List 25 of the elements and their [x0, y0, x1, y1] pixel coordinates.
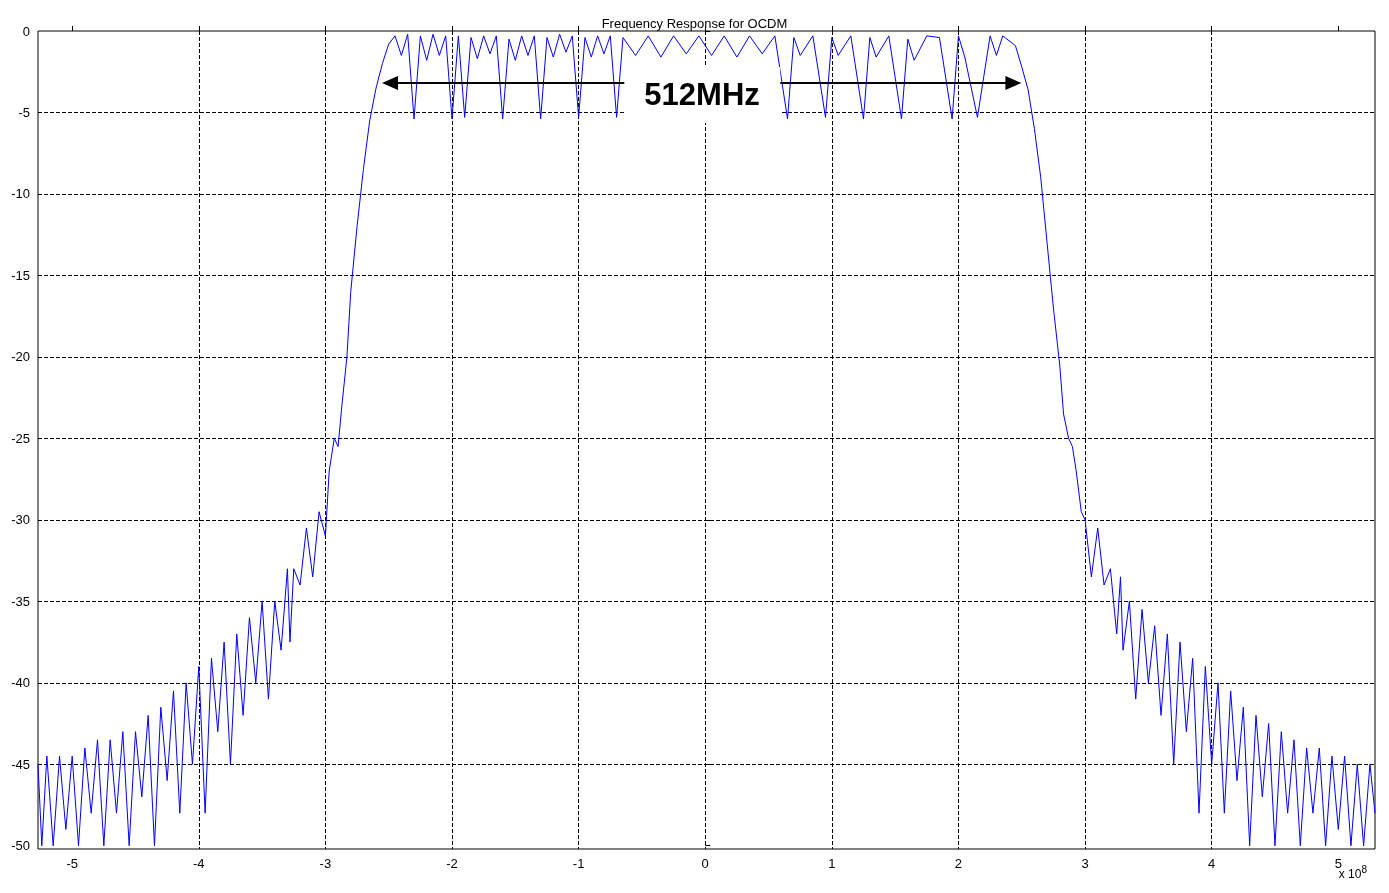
x-tick-label: -2: [446, 856, 458, 871]
y-tick-label: -15: [11, 267, 30, 283]
line-series: [37, 33, 1376, 847]
y-tick-label: -40: [11, 675, 30, 691]
y-tick-label: -50: [11, 838, 30, 854]
y-tick-label: -35: [11, 593, 30, 609]
x-tick-label: 4: [1208, 856, 1216, 871]
x-tick-label: -3: [319, 856, 332, 871]
x-tick-label: -4: [193, 856, 205, 871]
y-tick-label: -25: [11, 430, 30, 446]
y-tick-label: -20: [11, 349, 30, 365]
x-tick-label: 3: [1081, 856, 1089, 871]
y-tick-label: -45: [11, 756, 30, 772]
x-tick-label: 5: [1334, 856, 1342, 871]
x-tick-label: 2: [954, 856, 963, 871]
x-tick-label: -1: [572, 856, 585, 871]
x-tick-label: -5: [66, 856, 78, 871]
x-tick-label: 1: [828, 856, 836, 871]
chart-title: Frequency Response for OCDM: [601, 16, 788, 31]
y-tick-label: -10: [11, 186, 30, 202]
y-tick-label: 0: [22, 23, 30, 39]
y-tick-label: -30: [11, 512, 30, 528]
annotation: 512MHz: [624, 67, 780, 123]
x-tick-label: 0: [701, 856, 709, 871]
y-tick-label: -5: [18, 104, 30, 120]
